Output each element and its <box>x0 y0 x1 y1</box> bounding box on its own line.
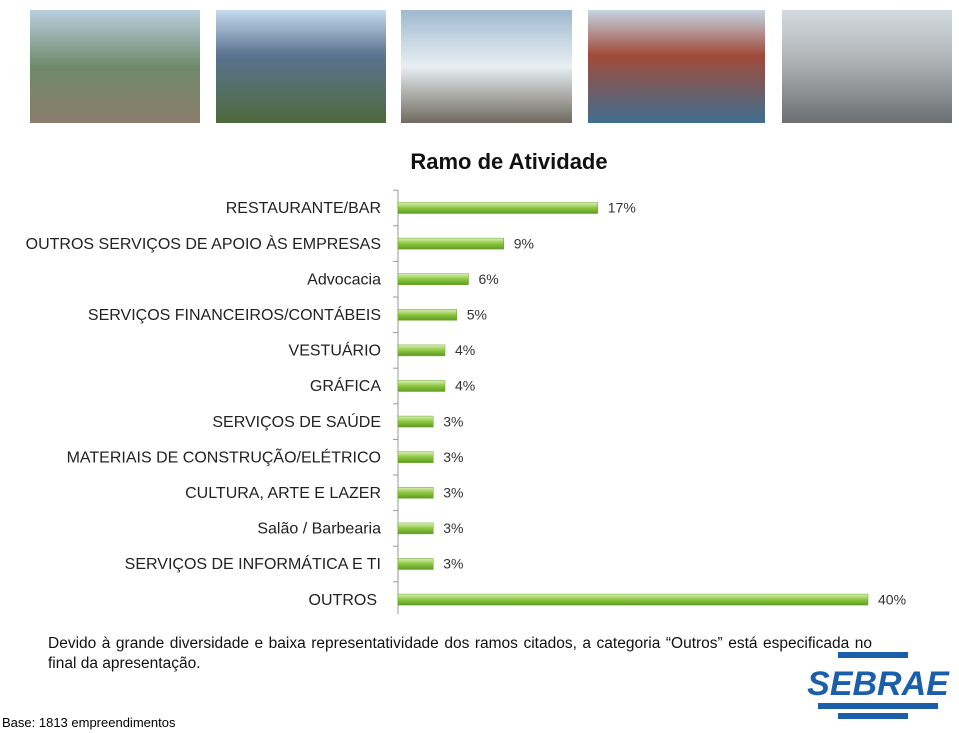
bar <box>397 487 434 499</box>
category-label: VESTUÁRIO <box>289 341 381 360</box>
bar <box>397 344 446 357</box>
logo-stripe <box>838 713 908 719</box>
value-label: 17% <box>608 200 636 216</box>
bar <box>397 558 434 570</box>
category-label: GRÁFICA <box>310 376 381 395</box>
logo-stripe <box>838 652 908 658</box>
photo <box>782 10 952 123</box>
logo: SEBRAE <box>807 652 950 719</box>
value-label: 3% <box>443 520 463 536</box>
bar <box>397 237 504 250</box>
value-label: 5% <box>467 307 487 323</box>
value-label: 4% <box>455 378 475 394</box>
category-label: Advocacia <box>307 271 381 288</box>
category-label: Salão / Barbearia <box>257 521 381 538</box>
category-label: OUTROS <box>309 592 377 609</box>
category-label: OUTROS SERVIÇOS DE APOIO ÀS EMPRESAS <box>26 234 381 253</box>
logo-text: SEBRAE <box>807 665 950 703</box>
value-label: 6% <box>479 271 499 287</box>
logo-stripe <box>818 703 938 709</box>
photo <box>30 10 200 123</box>
value-label: 9% <box>514 235 534 251</box>
category-label: RESTAURANTE/BAR <box>226 200 381 217</box>
category-label: MATERIAIS DE CONSTRUÇÃO/ELÉTRICO <box>67 446 381 466</box>
bar <box>397 202 598 214</box>
bar <box>397 593 869 606</box>
bar <box>397 451 434 463</box>
photo <box>216 10 386 123</box>
category-label: SERVIÇOS DE INFORMÁTICA E TI <box>125 554 381 573</box>
photo <box>588 10 765 123</box>
chart-title: Ramo de Atividade <box>410 149 607 174</box>
value-label: 3% <box>443 449 463 465</box>
bar <box>397 415 434 428</box>
category-label: CULTURA, ARTE E LAZER <box>185 485 381 502</box>
value-label: 4% <box>455 342 475 358</box>
category-label: SERVIÇOS FINANCEIROS/CONTÁBEIS <box>88 305 381 324</box>
value-label: 3% <box>443 485 463 501</box>
bar <box>397 309 457 321</box>
bar <box>397 522 434 535</box>
photo <box>401 10 572 123</box>
base-note: Base: 1813 empreendimentos <box>2 715 176 730</box>
value-label: 40% <box>878 591 906 607</box>
value-label: 3% <box>443 556 463 572</box>
value-label: 3% <box>443 413 463 429</box>
bar <box>397 380 446 392</box>
footnote: Devido à grande diversidade e baixa repr… <box>48 635 872 672</box>
photo-strip <box>30 10 952 123</box>
bar <box>397 273 469 285</box>
category-label: SERVIÇOS DE SAÚDE <box>212 412 381 431</box>
